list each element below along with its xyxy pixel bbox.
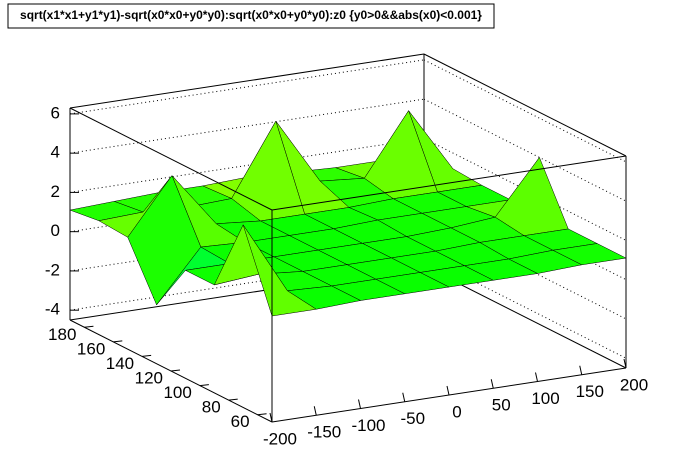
y-tick <box>170 369 181 372</box>
x-tick <box>490 379 494 389</box>
y-tick-label: 100 <box>163 383 191 402</box>
y-tick <box>257 413 267 416</box>
z-tick-label: 0 <box>51 221 60 240</box>
x-tick <box>313 406 317 416</box>
y-tick <box>199 384 209 387</box>
y-tick <box>142 354 152 357</box>
y-tick-label: 120 <box>135 368 163 387</box>
z-tick-label: 6 <box>51 103 60 122</box>
y-tick-label: 80 <box>202 398 221 417</box>
box-edge <box>69 107 273 211</box>
x-tick <box>446 385 450 396</box>
box-edge <box>423 53 627 157</box>
x-tick-label: -150 <box>307 423 341 442</box>
x-tick <box>269 412 273 423</box>
x-tick-label: 100 <box>531 389 559 408</box>
x-tick <box>402 392 406 402</box>
title-box <box>7 3 495 29</box>
y-tick <box>84 325 94 328</box>
box-edge <box>69 53 425 109</box>
y-tick-label: 180 <box>48 325 76 344</box>
y-tick <box>228 398 238 401</box>
grid-line <box>423 255 627 359</box>
plot: -4 -2 0 2 4 6 -200 -150 -100 -50 0 50 100 150 200 60 80 1… <box>45 53 648 448</box>
box-edge <box>271 155 627 211</box>
z-tick-label: 2 <box>51 182 60 201</box>
x-tick-label: 200 <box>620 375 648 394</box>
x-tick <box>358 399 361 409</box>
x-tick-label: 0 <box>452 402 461 421</box>
z-tick-label: 4 <box>51 143 60 162</box>
x-tick-label: -200 <box>263 429 297 448</box>
grid-line <box>423 137 627 241</box>
surface-cell <box>242 224 317 317</box>
grid-line <box>423 59 627 163</box>
x-tick <box>535 372 538 382</box>
y-tick-label: 60 <box>231 412 250 431</box>
z-tick-label: -2 <box>45 260 60 279</box>
x-tick <box>623 358 627 369</box>
x-tick-label: 150 <box>576 382 604 401</box>
x-tick-label: 50 <box>492 396 511 415</box>
y-tick-label: 160 <box>77 339 105 358</box>
grid-line <box>423 216 627 320</box>
chart-title: sqrt(x1*x1+y1*y1)-sqrt(x0*x0+y0*y0):sqrt… <box>20 8 482 22</box>
x-tick <box>579 365 583 375</box>
x-tick-label: -50 <box>400 409 425 428</box>
y-tick <box>113 340 123 343</box>
x-tick-label: -100 <box>351 416 385 435</box>
y-tick-label: 140 <box>106 354 134 373</box>
grid-line <box>423 98 627 202</box>
z-tick-label: -4 <box>45 300 60 319</box>
